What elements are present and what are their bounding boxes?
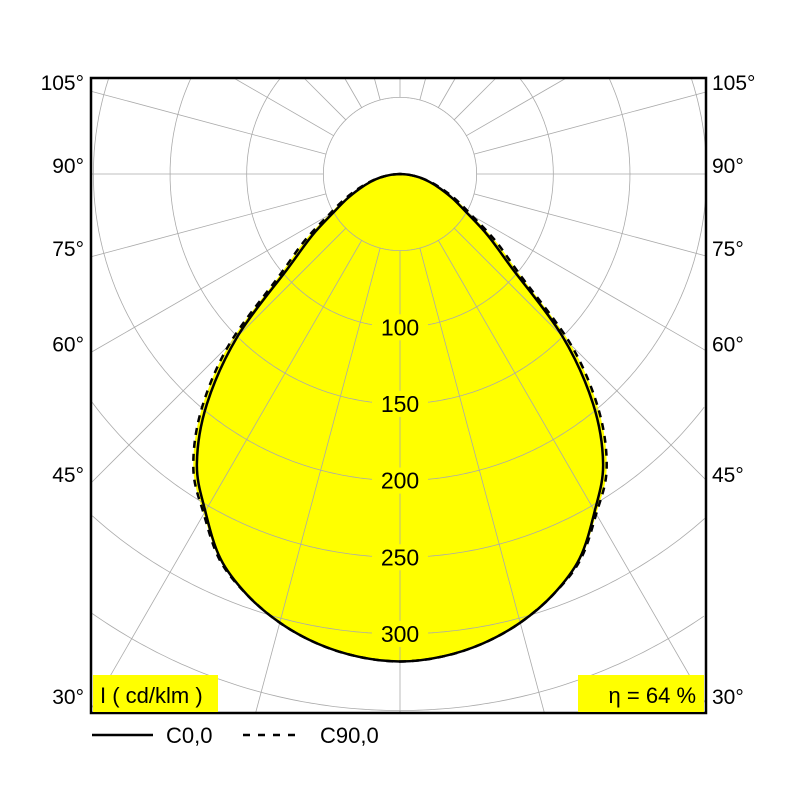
angle-tick-label-left: 90° [52,155,84,178]
efficiency-box [578,675,704,712]
grid-circle-100 [246,78,554,328]
grid-ray-75 [473,193,707,257]
angle-tick-label-left: 45° [52,464,84,487]
grid-ray-165 [419,77,427,101]
grid-ray-30 [90,240,363,710]
radial-tick-bg [372,467,428,494]
radial-tick-bg [372,620,428,647]
radial-tick-label: 150 [381,391,419,417]
grid-ray-135 [303,77,347,121]
grid-ray-75 [90,193,327,258]
grid-ray-105 [90,90,327,155]
angle-tick-label-left: 30° [52,686,84,709]
grid-ray-165 [373,77,381,101]
series-c90-curve [192,172,608,663]
angle-tick-label-right: 60° [712,333,744,356]
radial-tick-label: 250 [381,544,419,570]
radial-tick-bg [372,390,428,417]
radial-tick-label: 200 [381,468,419,494]
angle-tick-label-right: 90° [712,155,744,178]
grid-ray-105 [473,91,707,155]
grid-circle-350 [91,613,705,711]
grid-ray-120 [233,77,334,137]
grid-ray-30 [437,240,707,705]
grid-ray-45 [90,227,347,484]
grid-ray-120 [466,77,567,137]
grid-circle-300 [92,515,705,635]
plot-frame [89,76,708,715]
grid-ray-15 [255,247,381,714]
angle-tick-label-right: 30° [712,686,744,709]
grid-ray-135 [453,77,497,121]
angle-tick-label-left: 60° [52,333,84,356]
angle-tick-label-right: 105° [712,72,755,95]
grid-ray-60 [466,211,707,352]
radial-tick-bg [372,314,428,341]
unit-label: I ( cd/klm ) [100,683,203,708]
angle-tick-label-right: 45° [712,464,744,487]
grid-ray-45 [453,227,707,481]
grid-ray-150 [344,77,363,108]
grid-circle-150 [169,78,631,405]
radial-tick-bg [372,544,428,571]
grid-ray-150 [437,77,456,108]
grid-ray-15 [419,247,545,714]
angle-tick-label-left: 75° [52,238,84,261]
grid-ray-60 [90,211,334,353]
angle-tick-label-right: 75° [712,238,744,261]
unit-box [93,675,218,712]
radial-tick-label: 100 [381,314,419,340]
legend-c90-label: C90,0 [320,723,379,748]
efficiency-label: η = 64 % [609,683,696,708]
legend-c0-label: C0,0 [166,723,212,748]
angle-tick-label-left: 105° [41,72,84,95]
radial-tick-label: 300 [381,621,419,647]
grid-circle-250 [91,401,705,558]
